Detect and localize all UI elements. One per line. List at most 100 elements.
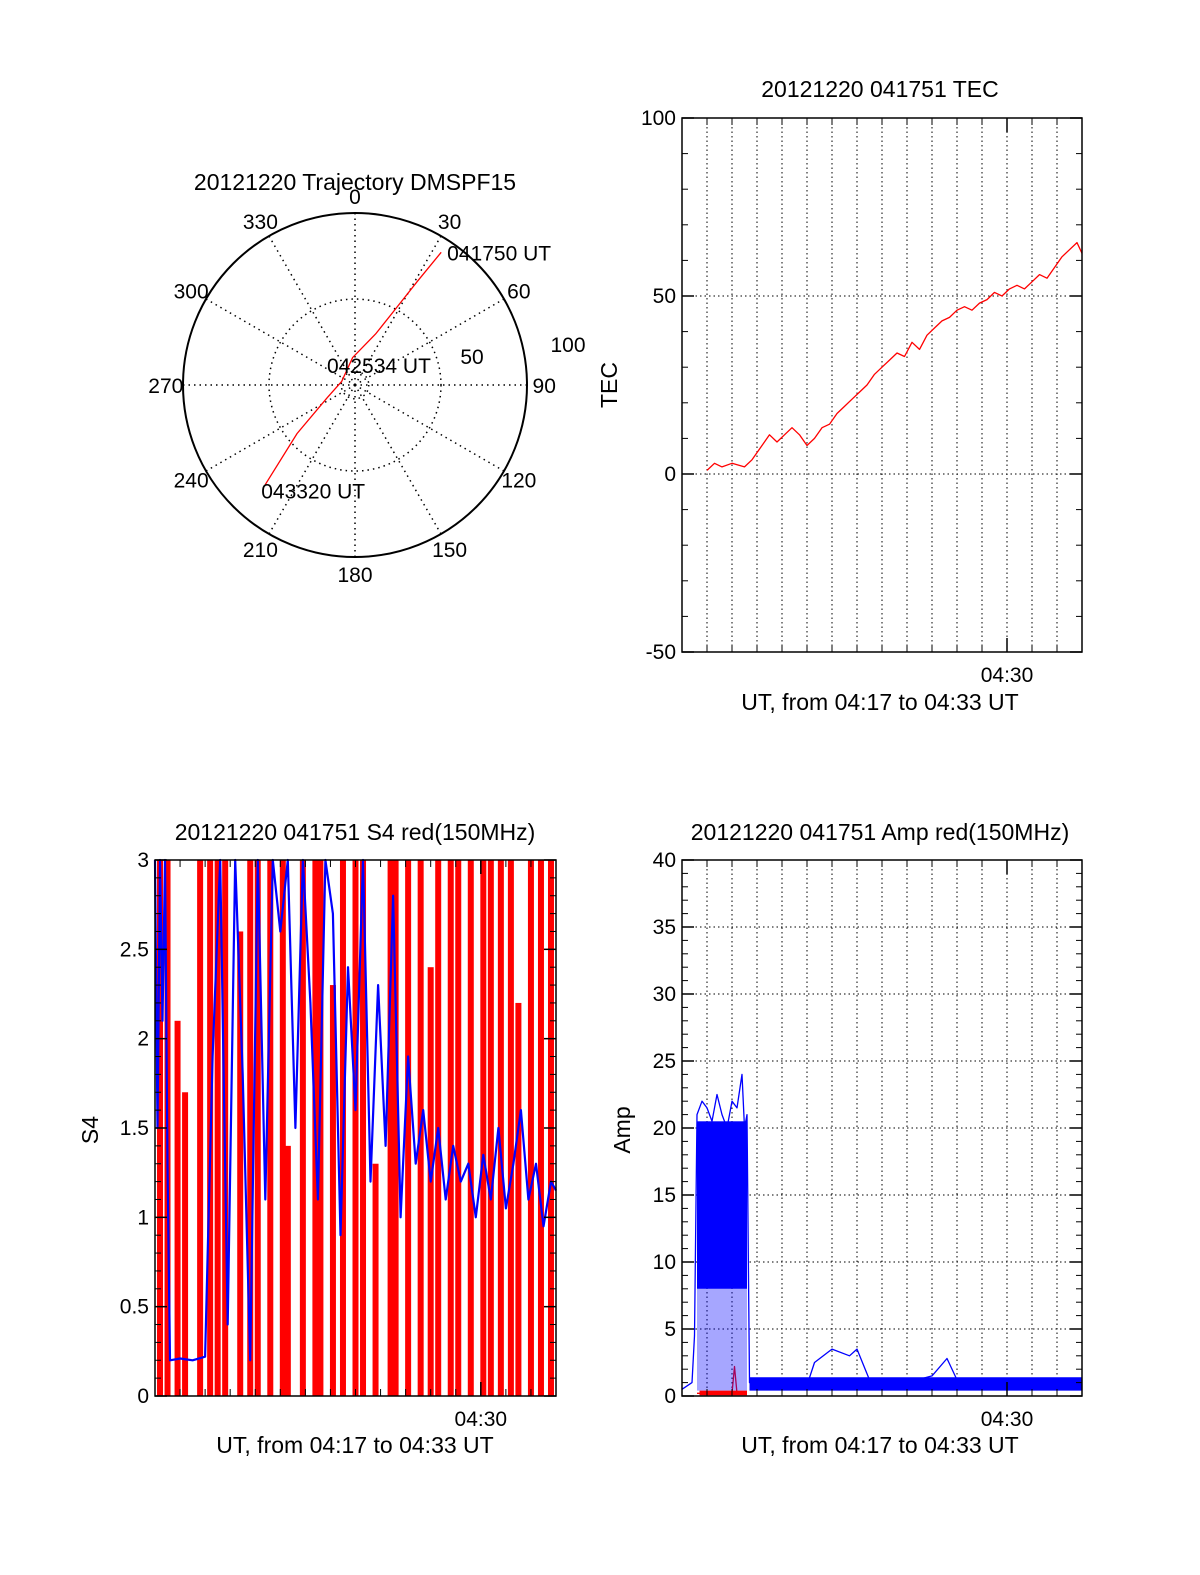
amp-noise-lower — [697, 1288, 747, 1391]
amp-noise-block — [697, 1121, 747, 1289]
y-tick-label: 20 — [653, 1117, 676, 1140]
polar-grid — [182, 212, 528, 558]
s4-red-bar — [515, 1002, 522, 1396]
trajectory-line — [264, 251, 442, 486]
s4-red-bar — [455, 860, 462, 1396]
s4-red-bar — [267, 860, 274, 1396]
polar-angle-label: 90 — [533, 375, 556, 398]
s4-red-bar — [279, 860, 286, 1396]
polar-angle-label: 0 — [349, 186, 361, 209]
tec-grid — [682, 118, 1082, 652]
trajectory-series — [264, 251, 442, 486]
s4-red-bar — [527, 860, 534, 1396]
polar-radial-label: 50 — [460, 346, 483, 369]
y-tick-label: 3 — [137, 849, 149, 872]
polar-angle-label: 330 — [243, 211, 278, 234]
s4-series — [153, 858, 557, 1396]
series-line — [706, 241, 1083, 471]
s4-red-bar — [197, 860, 204, 1396]
polar-angle-label: 30 — [438, 211, 461, 234]
polar-spoke — [354, 235, 442, 386]
y-tick-label: -50 — [646, 641, 676, 664]
polar-angle-label: 180 — [337, 564, 372, 587]
s4-axes: 0 0.5 1 1.5 2 2.5 3 04:30 — [120, 849, 557, 1431]
y-tick-label: 100 — [641, 107, 676, 130]
series-line — [153, 858, 557, 1362]
x-tick-label: 04:30 — [981, 664, 1034, 687]
polar-spoke — [205, 384, 356, 472]
y-tick-label: 0 — [137, 1385, 149, 1408]
amp-red-band — [699, 1390, 747, 1396]
polar-grid-ring — [268, 298, 442, 472]
y-tick-label: 30 — [653, 983, 676, 1006]
y-tick-label: 25 — [653, 1050, 676, 1073]
y-tick-label: 1 — [137, 1206, 149, 1229]
s4-xlabel: UT, from 04:17 to 04:33 UT — [216, 1432, 493, 1458]
x-tick-label: 04:30 — [455, 1408, 508, 1431]
y-tick-label: 15 — [653, 1184, 676, 1207]
polar-angle-label: 60 — [507, 280, 530, 303]
s4-red-bar — [467, 860, 474, 1396]
s4-red-bar — [174, 1020, 181, 1396]
y-tick-label: 2.5 — [120, 938, 149, 961]
amp-grid — [682, 860, 1082, 1396]
trajectory-annotations: 041750 UT 042534 UT 043320 UT — [261, 242, 551, 503]
polar-spoke — [268, 235, 356, 386]
polar-angle-label: 120 — [501, 470, 536, 493]
s4-red-bar — [480, 860, 487, 1396]
amp-xlabel: UT, from 04:17 to 04:33 UT — [741, 1432, 1018, 1458]
s4-red-bar — [299, 860, 306, 1396]
s4-panel: 20121220 041751 S4 red(150MHz) UT, from … — [77, 819, 557, 1458]
s4-red-bar — [182, 1092, 189, 1396]
tec-panel: 20121220 041751 TEC UT, from 04:17 to 04… — [596, 76, 1083, 715]
tec-title: 20121220 041751 TEC — [761, 76, 998, 102]
amp-ylabel: Amp — [609, 1106, 635, 1153]
s4-red-bar — [284, 1145, 291, 1396]
polar-spoke — [268, 384, 356, 535]
amp-panel: 20121220 041751 Amp red(150MHz) UT, from… — [609, 819, 1083, 1458]
polar-spoke — [354, 384, 442, 535]
s4-red-bar — [487, 860, 494, 1396]
y-tick-label: 0 — [664, 463, 676, 486]
trajectory-annotation: 041750 UT — [447, 242, 551, 265]
polar-spoke — [354, 384, 505, 472]
polar-spoke — [205, 298, 356, 386]
trajectory-annotation: 043320 UT — [261, 481, 365, 504]
polar-angle-label: 300 — [174, 280, 209, 303]
polar-grid-ring — [340, 370, 370, 400]
polar-spoke — [354, 298, 505, 386]
tec-axes: -50 0 50 100 04:30 — [641, 107, 1083, 687]
s4-red-bar — [247, 860, 254, 1396]
amp-baseline-band — [749, 1377, 1082, 1391]
amp-series — [681, 1073, 1083, 1396]
s4-red-bar — [372, 1163, 379, 1396]
s4-title: 20121220 041751 S4 red(150MHz) — [175, 819, 536, 845]
s4-red-bar — [387, 860, 394, 1396]
s4-red-bar — [254, 860, 261, 1396]
polar-angle-label: 240 — [174, 470, 209, 493]
amp-title: 20121220 041751 Amp red(150MHz) — [691, 819, 1069, 845]
trajectory-annotation: 042534 UT — [327, 355, 431, 378]
amp-axes: 0 5 10 15 20 25 30 35 40 04:30 — [653, 849, 1083, 1431]
polar-angle-label: 210 — [243, 539, 278, 562]
y-tick-label: 2 — [137, 1028, 149, 1051]
x-tick-label: 04:30 — [981, 1408, 1034, 1431]
y-tick-label: 35 — [653, 916, 676, 939]
y-tick-label: 0 — [664, 1385, 676, 1408]
polar-labels: 0 30 60 90 120 150 180 210 240 270 300 330 50 100 — [148, 186, 585, 587]
trajectory-title: 20121220 Trajectory DMSPF15 — [194, 169, 516, 195]
y-tick-label: 50 — [653, 285, 676, 308]
s4-red-bar — [405, 860, 412, 1396]
s4-red-bar — [537, 860, 544, 1396]
s4-ylabel: S4 — [77, 1116, 103, 1144]
s4-red-bar — [214, 860, 221, 1396]
polar-angle-label: 270 — [148, 375, 183, 398]
tec-series — [706, 241, 1083, 471]
polar-angle-label: 150 — [432, 539, 467, 562]
s4-red-bar — [352, 860, 359, 1396]
s4-red-bar — [447, 860, 454, 1396]
s4-red-bar — [329, 985, 336, 1396]
tec-xlabel: UT, from 04:17 to 04:33 UT — [741, 689, 1018, 715]
s4-red-bar — [392, 860, 399, 1396]
